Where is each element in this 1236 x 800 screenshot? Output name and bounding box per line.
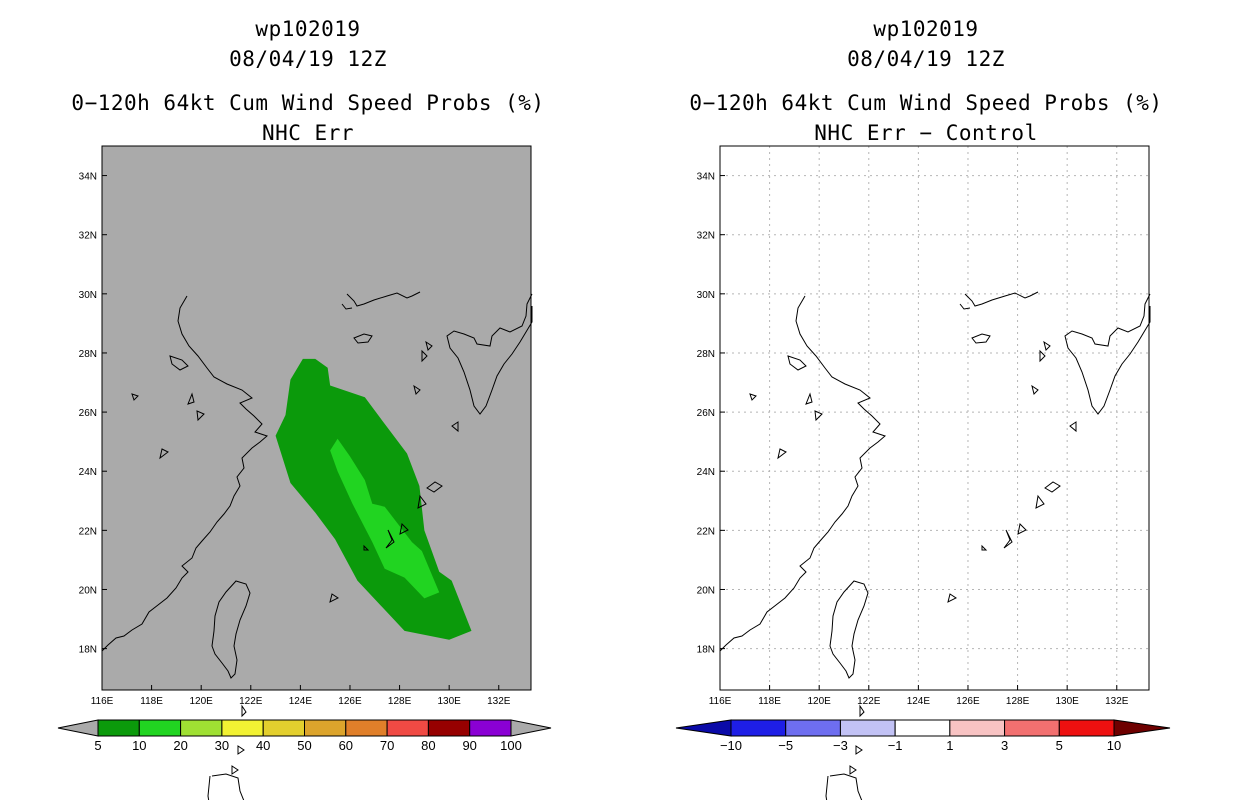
right-ytick-label: 32N <box>697 231 715 242</box>
right-map-background <box>720 146 1149 690</box>
right-xtick-label: 130E <box>1055 696 1079 707</box>
left-ytick-label: 18N <box>79 645 97 656</box>
left-colorbar-swatch <box>138 719 182 737</box>
left-colorbar: 5 10 20 30 40 50 60 70 80 90 100 <box>57 719 552 753</box>
left-xtick-label: 124E <box>289 696 313 707</box>
right-ytick-label: 18N <box>697 645 715 656</box>
right-xtick-label: 116E <box>709 696 732 707</box>
right-colorbar-label: −1 <box>888 738 903 753</box>
right-ytick-label: 34N <box>697 172 715 183</box>
right-xtick-label: 132E <box>1105 696 1129 707</box>
right-map: 116E 118E 120E 122E 124E 126E 128E 130E 132E 18N 2… <box>697 145 1151 800</box>
left-colorbar-swatch <box>262 719 306 737</box>
left-colorbar-label: 10 <box>132 738 146 753</box>
left-colorbar-label: 100 <box>500 738 522 753</box>
left-ytick-label: 34N <box>79 172 97 183</box>
left-xtick-label: 126E <box>338 696 362 707</box>
left-ytick-label: 24N <box>79 467 97 478</box>
right-chart-title: 0−120h 64kt Cum Wind Speed Probs (%) <box>689 91 1163 115</box>
left-colorbar-high-arrow <box>510 719 552 737</box>
right-colorbar-label: 1 <box>946 738 953 753</box>
probability-region-10-20 <box>330 438 440 599</box>
right-ytick-label: 20N <box>697 585 715 596</box>
right-ytick-label: 30N <box>697 290 715 301</box>
left-ytick-label: 32N <box>79 231 97 242</box>
left-colorbar-label: 50 <box>297 738 311 753</box>
left-ytick-label: 22N <box>79 526 97 537</box>
right-xtick-label: 128E <box>1006 696 1030 707</box>
right-colorbar-label: 10 <box>1107 738 1121 753</box>
right-colorbar-swatch <box>839 719 896 737</box>
left-colorbar-swatch <box>469 719 512 737</box>
right-xtick-label: 124E <box>907 696 931 707</box>
right-colorbar-swatch <box>894 719 951 737</box>
left-colorbar-swatch <box>97 719 140 737</box>
left-colorbar-swatch <box>345 719 388 737</box>
right-ytick-label: 22N <box>697 526 715 537</box>
left-colorbar-low-arrow <box>57 719 99 737</box>
right-colorbar-swatch <box>1004 719 1060 737</box>
left-colorbar-label: 80 <box>421 738 435 753</box>
right-panel-title: wp102019 08/04/19 12Z 0−120h 64kt Cum Wi… <box>646 14 1206 148</box>
left-colorbar-label: 40 <box>256 738 270 753</box>
left-xtick-label: 130E <box>437 696 461 707</box>
right-colorbar-swatch <box>785 719 841 737</box>
left-ytick-label: 30N <box>79 290 97 301</box>
right-date: 08/04/19 12Z <box>847 47 1005 71</box>
left-colorbar-swatch <box>304 719 347 737</box>
left-map: 116E 118E 120E 122E 124E 126E 128E 130E 132E 18N 2… <box>79 145 533 800</box>
left-colorbar-label: 70 <box>380 738 394 753</box>
left-colorbar-swatch <box>386 719 429 737</box>
right-chart-subtitle: NHC Err − Control <box>814 121 1038 145</box>
right-colorbar-label: 5 <box>1056 738 1063 753</box>
left-colorbar-label: 20 <box>173 738 187 753</box>
left-storm-id: wp102019 <box>255 17 361 41</box>
left-colorbar-label: 90 <box>462 738 476 753</box>
right-colorbar-swatch <box>1058 719 1115 737</box>
right-colorbar: −10 −5 −3 −1 1 3 5 10 <box>675 719 1171 753</box>
right-colorbar-label: −10 <box>720 738 742 753</box>
left-colorbar-swatch <box>221 719 264 737</box>
left-xtick-label: 122E <box>239 696 263 707</box>
right-colorbar-swatch <box>730 719 787 737</box>
left-xtick-label: 118E <box>140 696 163 707</box>
right-colorbar-label: 3 <box>1001 738 1008 753</box>
left-ytick-label: 20N <box>79 585 97 596</box>
left-chart-subtitle: NHC Err <box>261 121 354 145</box>
right-ytick-label: 24N <box>697 467 715 478</box>
right-xtick-label: 120E <box>808 696 832 707</box>
right-ytick-label: 28N <box>697 349 715 360</box>
right-colorbar-high-arrow <box>1113 719 1171 737</box>
right-colorbar-label: −3 <box>833 738 848 753</box>
right-xtick-label: 118E <box>758 696 781 707</box>
left-date: 08/04/19 12Z <box>229 47 387 71</box>
left-colorbar-swatch <box>180 719 223 737</box>
left-colorbar-label: 60 <box>339 738 353 753</box>
right-colorbar-swatch <box>949 719 1006 737</box>
left-xtick-label: 132E <box>487 696 511 707</box>
left-chart-title: 0−120h 64kt Cum Wind Speed Probs (%) <box>71 91 545 115</box>
left-colorbar-swatch <box>427 719 471 737</box>
left-colorbar-label: 30 <box>215 738 229 753</box>
right-storm-id: wp102019 <box>873 17 979 41</box>
left-ytick-label: 26N <box>79 408 97 419</box>
left-xtick-label: 128E <box>388 696 412 707</box>
right-xtick-label: 126E <box>956 696 980 707</box>
left-colorbar-label: 5 <box>94 738 101 753</box>
right-colorbar-label: −5 <box>778 738 793 753</box>
left-panel-title: wp102019 08/04/19 12Z 0−120h 64kt Cum Wi… <box>28 14 588 148</box>
left-xtick-label: 116E <box>91 696 114 707</box>
right-colorbar-low-arrow <box>675 719 732 737</box>
right-xtick-label: 122E <box>857 696 881 707</box>
right-ytick-label: 26N <box>697 408 715 419</box>
left-ytick-label: 28N <box>79 349 97 360</box>
left-xtick-label: 120E <box>190 696 214 707</box>
